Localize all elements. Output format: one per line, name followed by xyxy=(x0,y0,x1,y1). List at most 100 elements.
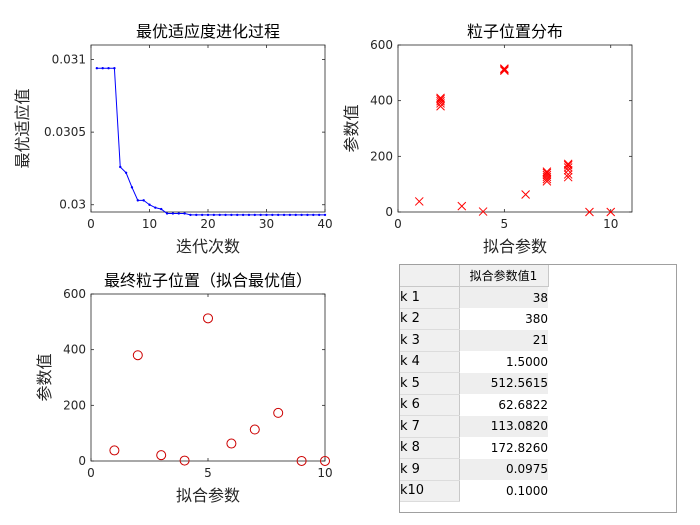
final-value-marker xyxy=(109,445,120,456)
row-value[interactable]: 0.0975 xyxy=(459,458,548,480)
fitness-data-point xyxy=(95,67,99,70)
table-row: k 6 62.6822 xyxy=(400,394,548,416)
row-label: k 7 xyxy=(400,415,460,438)
row-value[interactable]: 62.6822 xyxy=(498,397,548,412)
row-value[interactable]: 0.1000 xyxy=(506,483,548,498)
particle-marker-stroke xyxy=(414,197,424,206)
fitness-data-point xyxy=(171,212,175,215)
row-label: k 9 xyxy=(400,458,460,481)
fitness-data-point xyxy=(265,213,268,217)
particle-marker xyxy=(585,207,594,217)
final-value-marker xyxy=(179,455,190,466)
particle-marker-stroke xyxy=(585,207,594,217)
table-row: k 2 380 xyxy=(400,308,548,330)
row-value[interactable]: 38 xyxy=(459,286,548,308)
chart-title: 最终粒子位置（拟合最优值） xyxy=(104,271,312,290)
fitness-data-point xyxy=(218,213,221,217)
fitness-data-point xyxy=(148,203,151,206)
y-tick-label: 400 xyxy=(370,94,393,108)
particle-marker-stroke xyxy=(436,93,445,103)
fitness-data-point xyxy=(183,212,186,215)
particle-marker-stroke xyxy=(542,174,552,184)
fitness-data-point xyxy=(241,213,245,217)
x-tick-label: 0 xyxy=(87,217,95,231)
particle-marker-stroke xyxy=(542,177,552,186)
fitness-data-point xyxy=(282,213,286,217)
plot-frame xyxy=(397,44,633,213)
x-axis-label: 拟合参数 xyxy=(176,486,240,505)
particle-marker-stroke xyxy=(563,163,573,172)
fitness-data-point xyxy=(288,213,292,217)
particle-marker xyxy=(436,93,445,103)
fitness-data-point xyxy=(113,67,116,70)
particle-marker-stroke xyxy=(500,66,509,75)
particle-marker-stroke xyxy=(563,170,573,179)
particle-marker-stroke xyxy=(500,65,509,74)
y-tick-label: 600 xyxy=(370,38,393,52)
particle-marker xyxy=(542,168,552,178)
x-tick-label: 40 xyxy=(317,217,332,231)
row-value[interactable]: 512.5615 xyxy=(459,372,548,394)
x-axis-label: 迭代次数 xyxy=(176,237,240,256)
final-value-marker xyxy=(156,450,167,461)
particle-marker xyxy=(542,170,552,180)
table-row: k 1 38 xyxy=(400,286,548,309)
y-tick-label: 0.0305 xyxy=(44,125,86,139)
fitness-data-point xyxy=(253,213,256,217)
table-row: k 9 0.0975 xyxy=(400,458,548,481)
row-label: k 2 xyxy=(400,308,460,330)
y-tick-label: 0.031 xyxy=(52,53,86,67)
particle-marker-stroke xyxy=(521,190,530,199)
fitness-data-point xyxy=(142,199,145,202)
plot-frame xyxy=(90,44,326,213)
row-value[interactable]: 21 xyxy=(459,329,548,351)
table-corner xyxy=(400,265,460,287)
y-tick-label: 0.03 xyxy=(59,198,86,212)
row-value[interactable]: 380 xyxy=(525,311,548,326)
particle-marker-stroke xyxy=(606,207,616,217)
final-particle-plot: 0 5 10 0 200 400 600 最终粒子位置（拟合最优值） 拟合参数 参数值 xyxy=(35,271,333,505)
x-tick-label: 30 xyxy=(259,217,274,231)
fitness-data-point xyxy=(200,213,204,217)
row-value[interactable]: 1.5000 xyxy=(506,354,548,369)
row-label: k 6 xyxy=(400,394,460,416)
fitness-data-point xyxy=(101,67,104,70)
particle-marker-stroke xyxy=(563,159,573,169)
particle-marker xyxy=(500,64,509,74)
row-label: k 8 xyxy=(400,437,460,459)
row-value[interactable]: 172.8260 xyxy=(490,440,548,455)
x-tick-label: 5 xyxy=(204,466,212,480)
fitness-data-point xyxy=(312,213,315,217)
final-value-marker xyxy=(132,350,143,361)
chart-title: 最优适应度进化过程 xyxy=(136,22,280,41)
particle-marker xyxy=(606,207,616,217)
x-tick-label: 5 xyxy=(501,217,509,231)
fitness-data-point xyxy=(247,213,251,217)
particle-marker-stroke xyxy=(436,96,445,106)
final-value-marker xyxy=(273,407,284,418)
y-tick-label: 0 xyxy=(385,205,393,219)
fitness-data-point xyxy=(306,213,309,217)
particle-marker-stroke xyxy=(563,172,573,182)
row-label: k 3 xyxy=(400,329,460,352)
table-row: k 4 1.5000 xyxy=(400,351,548,373)
particle-marker-stroke xyxy=(457,201,467,211)
particle-marker-stroke xyxy=(542,170,552,180)
final-value-marker xyxy=(249,424,260,435)
fitness-data-point xyxy=(130,186,134,189)
row-label: k 4 xyxy=(400,351,460,373)
row-value[interactable]: 113.0820 xyxy=(459,415,548,437)
final-value-marker xyxy=(296,455,307,466)
particle-marker xyxy=(542,174,552,184)
fitness-data-point xyxy=(177,212,180,215)
fitness-data-point xyxy=(154,206,157,209)
row-label: k 1 xyxy=(400,286,460,309)
particle-marker-stroke xyxy=(500,64,509,74)
final-value-marker xyxy=(203,313,213,324)
particle-marker xyxy=(436,94,445,104)
particle-marker xyxy=(436,96,445,106)
y-tick-label: 400 xyxy=(63,343,86,357)
x-tick-label: 10 xyxy=(142,217,157,231)
